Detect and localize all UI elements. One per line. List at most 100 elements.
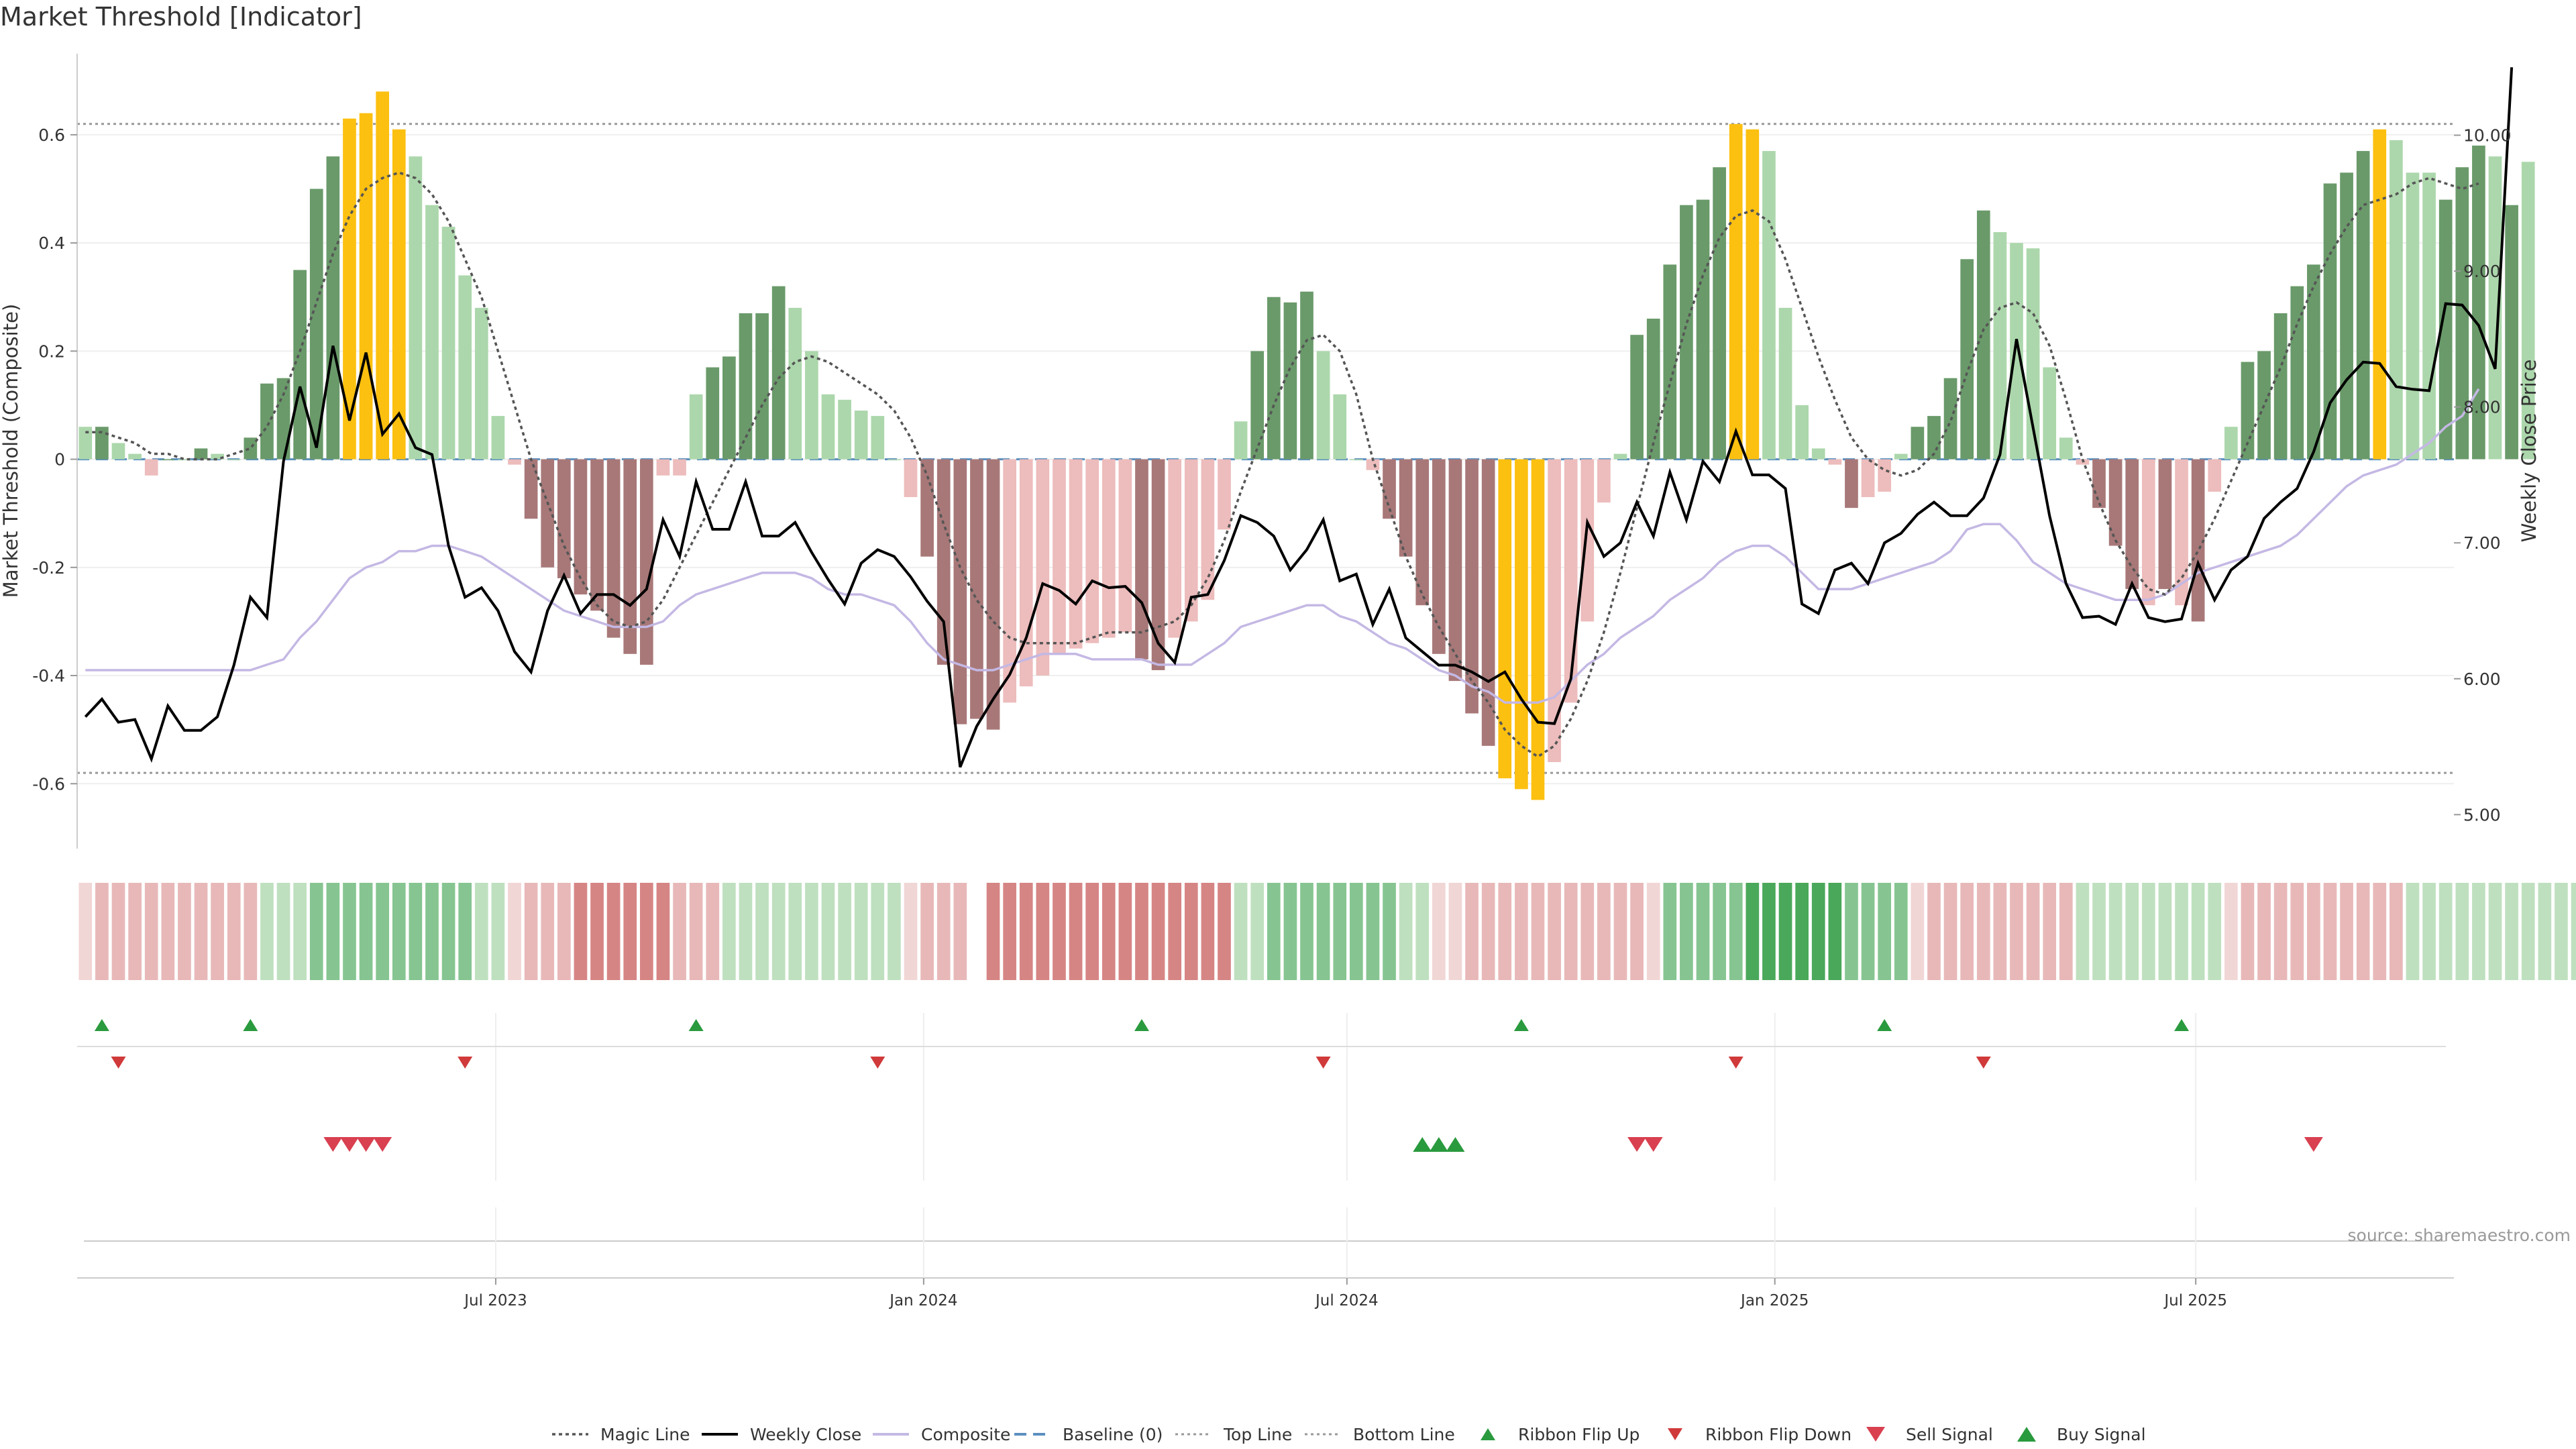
ribbon-cell-103 xyxy=(1778,883,1792,980)
composite-bar-51 xyxy=(920,459,934,557)
ribbon-cell-74 xyxy=(1300,883,1313,980)
ribbon-cell-52 xyxy=(936,883,951,980)
composite-bar-27 xyxy=(524,459,538,519)
composite-bar-36 xyxy=(673,459,686,476)
ribbon-cell-56 xyxy=(1003,883,1016,980)
ribbon-cell-47 xyxy=(854,883,868,980)
left-tick-label-0.4: 0.4 xyxy=(38,233,65,253)
composite-bar-119 xyxy=(2043,367,2057,460)
composite-bar-146 xyxy=(2488,156,2502,460)
ribbon-cell-128 xyxy=(2191,883,2205,980)
composite-bar-145 xyxy=(2472,146,2485,460)
composite-bar-9 xyxy=(227,459,241,461)
ribbon-cell-118 xyxy=(2026,883,2040,980)
legend-label-buy: Buy Signal xyxy=(2057,1425,2146,1444)
ribbon-cell-121 xyxy=(2076,883,2090,980)
ribbon-cell-55 xyxy=(986,883,1000,980)
composite-bar-46 xyxy=(838,399,851,460)
composite-bar-63 xyxy=(1118,459,1132,633)
composite-line xyxy=(85,388,2480,704)
ribbon-cell-104 xyxy=(1795,883,1809,980)
magic-line xyxy=(85,171,2479,759)
composite-bar-90 xyxy=(1564,459,1578,703)
composite-bar-5 xyxy=(161,459,175,461)
ribbon-cell-13 xyxy=(293,883,307,980)
ribbon-flip-panel xyxy=(77,1013,2446,1181)
ribbon-cell-7 xyxy=(194,883,208,980)
composite-bar-96 xyxy=(1663,264,1677,460)
composite-bar-43 xyxy=(788,307,802,460)
ribbon-cell-17 xyxy=(359,883,373,980)
ribbon-cell-32 xyxy=(606,883,621,980)
ribbon-cell-80 xyxy=(1399,883,1413,980)
ribbon-cell-68 xyxy=(1201,883,1215,980)
right-axis-label: Weekly Close Price xyxy=(2518,360,2540,543)
ribbon-cell-11 xyxy=(260,883,274,980)
composite-bar-91 xyxy=(1580,459,1595,622)
composite-bar-55 xyxy=(986,459,1000,730)
ribbon-flip-up-marker-64 xyxy=(1134,1019,1149,1031)
composite-bar-60 xyxy=(1069,459,1083,649)
composite-bar-16 xyxy=(343,118,356,460)
ribbon-cell-9 xyxy=(227,883,241,980)
ribbon-cell-78 xyxy=(1366,883,1380,980)
ribbon-cell-98 xyxy=(1696,883,1710,980)
ribbon-cell-46 xyxy=(838,883,851,980)
source-note: source: sharemaestro.com xyxy=(2348,1226,2571,1245)
ribbon-cell-49 xyxy=(888,883,901,980)
composite-bar-123 xyxy=(2108,459,2123,546)
legend-item-composite: Composite xyxy=(873,1425,1010,1444)
composite-bar-85 xyxy=(1481,459,1495,746)
composite-bar-73 xyxy=(1283,302,1297,460)
ribbon-cell-91 xyxy=(1580,883,1595,980)
signal-panel xyxy=(84,1137,2446,1242)
indicator-lines xyxy=(84,67,2514,768)
ribbon-cell-59 xyxy=(1053,883,1066,980)
ribbon-cell-114 xyxy=(1960,883,1974,980)
ribbon-cell-93 xyxy=(1613,883,1627,980)
composite-bar-134 xyxy=(2290,286,2304,460)
ribbon-cell-138 xyxy=(2356,883,2370,980)
ribbon-cell-27 xyxy=(524,883,538,980)
ribbon-panel xyxy=(78,883,2576,980)
ribbon-cell-134 xyxy=(2290,883,2304,980)
legend-swatch-flip-up xyxy=(1481,1428,1495,1440)
left-tick-label--0.4: -0.4 xyxy=(32,666,65,686)
ribbon-cell-120 xyxy=(2059,883,2073,980)
ribbon-cell-85 xyxy=(1481,883,1495,980)
ribbon-cell-88 xyxy=(1531,883,1545,980)
composite-bar-114 xyxy=(1960,259,1974,460)
composite-bar-112 xyxy=(1927,416,1941,460)
ribbon-flip-down-marker-2 xyxy=(111,1057,126,1069)
left-tick-label-0: 0 xyxy=(54,450,65,470)
right-tick-label-5.00: 5.00 xyxy=(2463,805,2501,824)
composite-bar-15 xyxy=(326,156,340,460)
composite-bar-26 xyxy=(508,459,521,465)
composite-bar-47 xyxy=(854,411,868,460)
composite-bar-0 xyxy=(78,427,93,460)
ribbon-cell-37 xyxy=(689,883,703,980)
composite-bar-70 xyxy=(1234,421,1248,460)
ribbon-cell-39 xyxy=(722,883,736,980)
right-tick-label-6.00: 6.00 xyxy=(2463,669,2501,689)
legend-label-magic: Magic Line xyxy=(600,1425,690,1444)
legend-item-sell: Sell Signal xyxy=(1866,1425,1993,1444)
composite-bar-28 xyxy=(541,459,555,568)
ribbon-cell-111 xyxy=(1911,883,1925,980)
ribbon-cell-131 xyxy=(2241,883,2255,980)
ribbon-cell-50 xyxy=(904,883,918,980)
composite-bar-89 xyxy=(1548,459,1561,763)
ribbon-cell-38 xyxy=(706,883,720,980)
composite-bar-41 xyxy=(755,313,769,460)
ribbon-cell-139 xyxy=(2373,883,2387,980)
ribbon-cell-51 xyxy=(920,883,934,980)
left-y-axis: 0.6 0.4 0.2 0 -0.2 -0.4 -0.6 xyxy=(32,54,78,849)
ribbon-cell-29 xyxy=(557,883,571,980)
ribbon-cell-82 xyxy=(1432,883,1446,980)
ribbon-flip-up-marker-10 xyxy=(243,1019,258,1031)
ribbon-cell-109 xyxy=(1878,883,1891,980)
ribbon-cell-127 xyxy=(2175,883,2188,980)
legend-item-buy: Buy Signal xyxy=(2017,1425,2146,1444)
ribbon-cell-94 xyxy=(1630,883,1644,980)
right-tick-label-7.00: 7.00 xyxy=(2463,533,2501,553)
